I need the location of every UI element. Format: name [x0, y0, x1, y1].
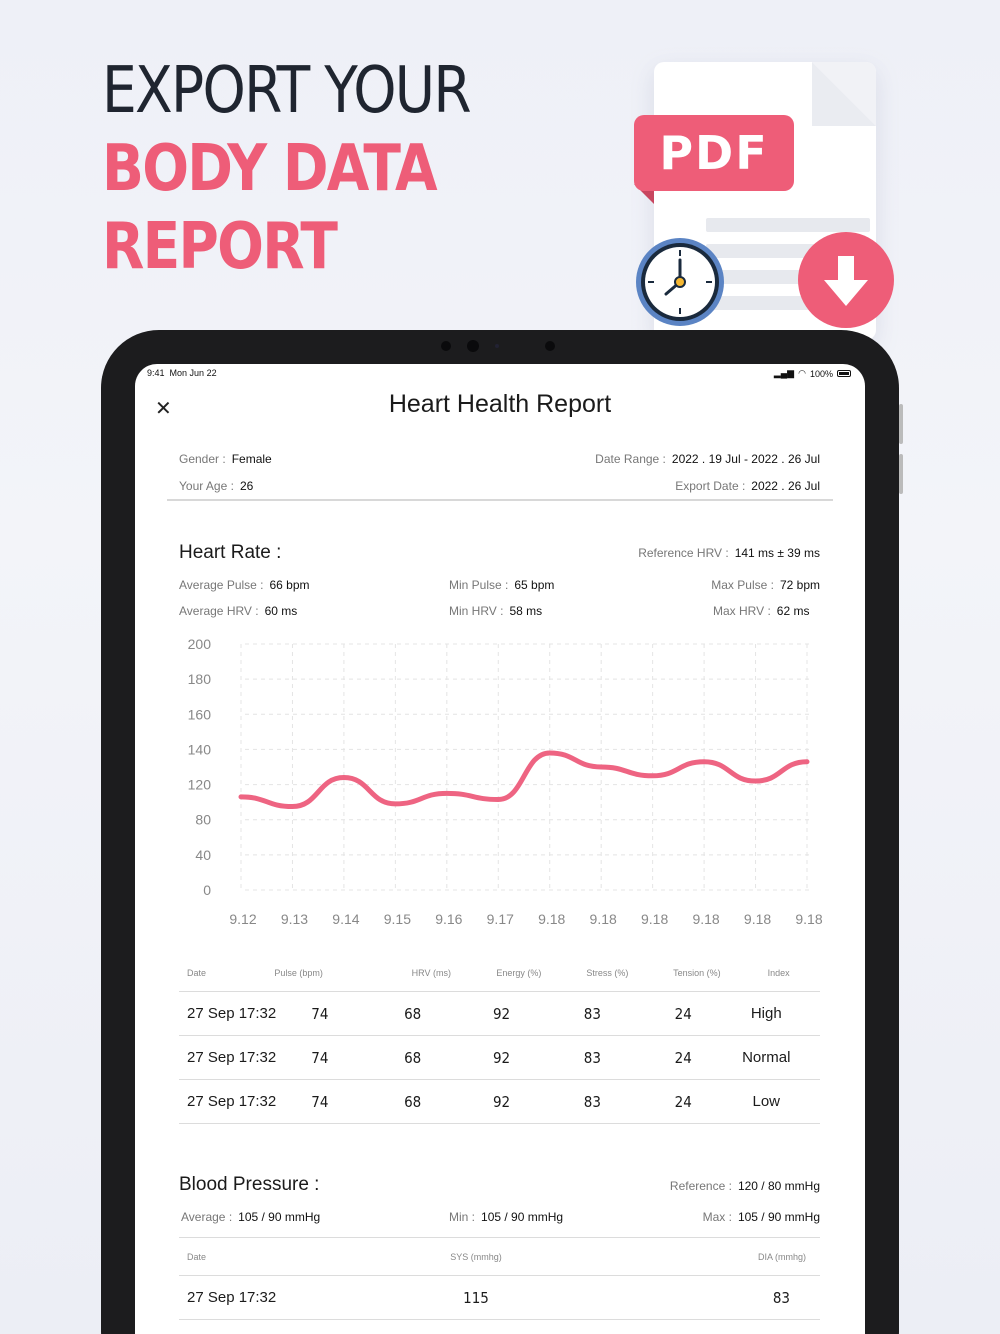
x-tick-label: 9.18 [692, 911, 719, 927]
bp-average: Average :105 / 90 mmHg [181, 1210, 321, 1224]
blood-pressure-table: Date SYS (mmhg) DIA (mmhg) 27 Sep 17:32 … [179, 1237, 820, 1320]
y-tick-label: 120 [188, 777, 212, 793]
bp-max: Max :105 / 90 mmHg [702, 1210, 820, 1224]
x-tick-label: 9.17 [487, 911, 514, 927]
x-tick-label: 9.18 [538, 911, 565, 927]
heart-rate-table: Date Pulse (bpm) HRV (ms) Energy (%) Str… [179, 954, 820, 1124]
reference-hrv: Reference HRV :141 ms ± 39 ms [638, 546, 820, 560]
heart-rate-chart: 200 180 160 140 120 80 40 0 9.12 9.13 9.14 9.15 9.16… [188, 636, 823, 927]
close-icon[interactable]: ✕ [155, 398, 172, 420]
clock-icon [636, 238, 724, 326]
gender-row: Gender : Female [179, 452, 272, 466]
min-pulse: Min Pulse :65 bpm [449, 578, 555, 592]
x-tick-label: 9.12 [229, 911, 256, 927]
pdf-badge: PDF [634, 115, 794, 191]
download-icon [798, 232, 894, 328]
battery-icon [837, 370, 851, 377]
min-hrv: Min HRV :58 ms [449, 604, 543, 618]
page-title: Heart Health Report [388, 390, 612, 418]
x-tick-label: 9.15 [384, 911, 411, 927]
x-tick-label: 9.18 [744, 911, 771, 927]
export-date-row: Export Date :2022 . 26 Jul [675, 479, 820, 493]
x-tick-label: 9.13 [281, 911, 308, 927]
max-hrv: Max HRV :62 ms [713, 604, 810, 618]
table-header: Date Pulse (bpm) HRV (ms) Energy (%) Str… [179, 954, 820, 992]
y-tick-label: 0 [203, 882, 211, 898]
y-tick-label: 40 [195, 847, 211, 863]
app-screen: 9:41 Mon Jun 22 ▂▄▆ ◠ 100% ✕ Heart Healt… [135, 364, 865, 1334]
headline: EXPORT YOUR BODY DATA REPORT [102, 52, 530, 286]
table-row: 27 Sep 17:32 115 83 [179, 1276, 820, 1320]
blood-pressure-title: Blood Pressure : [179, 1174, 320, 1195]
x-tick-label: 9.14 [332, 911, 359, 927]
tablet-frame: 9:41 Mon Jun 22 ▂▄▆ ◠ 100% ✕ Heart Healt… [101, 330, 903, 1334]
pdf-illustration: PDF [630, 60, 900, 340]
y-tick-label: 200 [188, 636, 212, 652]
headline-line-3: REPORT [102, 210, 338, 284]
date-range-row: Date Range :2022 . 19 Jul - 2022 . 26 Ju… [595, 452, 820, 466]
headline-line-1: EXPORT YOUR [102, 54, 472, 128]
y-tick-label: 140 [188, 741, 212, 757]
x-tick-label: 9.16 [435, 911, 462, 927]
age-row: Your Age :26 [179, 479, 254, 493]
battery-label: 100% [809, 368, 833, 379]
avg-hrv: Average HRV :60 ms [179, 604, 298, 618]
bp-min: Min :105 / 90 mmHg [449, 1210, 564, 1224]
y-tick-label: 160 [188, 706, 212, 722]
heart-rate-title: Heart Rate : [179, 542, 282, 563]
heart-rate-line [238, 750, 810, 810]
divider [167, 499, 833, 501]
max-pulse: Max Pulse :72 bpm [711, 578, 820, 592]
x-tick-label: 9.18 [795, 911, 822, 927]
headline-line-2: BODY DATA [102, 132, 438, 206]
status-indicators: ▂▄▆ ◠ 100% [774, 368, 851, 379]
table-header: Date SYS (mmhg) DIA (mmhg) [179, 1238, 820, 1276]
table-row: 27 Sep 17:32 74 68 92 83 24 Low [179, 1080, 820, 1124]
wifi-icon: ◠ [798, 368, 806, 378]
status-time: 9:41 Mon Jun 22 [147, 368, 217, 378]
avg-pulse: Average Pulse :66 bpm [179, 578, 310, 592]
y-tick-label: 80 [195, 812, 211, 828]
x-tick-label: 9.18 [641, 911, 668, 927]
x-tick-label: 9.18 [590, 911, 617, 927]
y-tick-label: 180 [188, 671, 212, 687]
table-row: 27 Sep 17:32 74 68 92 83 24 High [179, 992, 820, 1036]
bp-reference: Reference :120 / 80 mmHg [669, 1179, 820, 1193]
table-row: 27 Sep 17:32 74 68 92 83 24 Normal [179, 1036, 820, 1080]
signal-icon: ▂▄▆ [773, 368, 795, 378]
